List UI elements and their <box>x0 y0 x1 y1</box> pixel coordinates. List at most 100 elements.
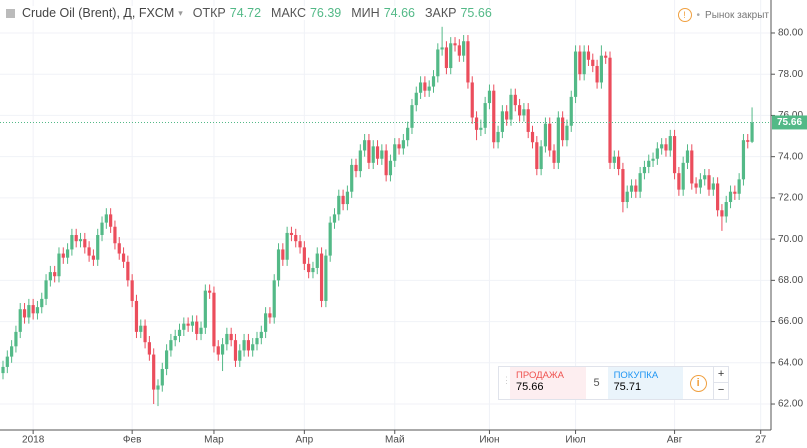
candle-body <box>449 43 453 69</box>
x-tick-label: 2018 <box>22 435 45 446</box>
candle-body <box>147 342 151 355</box>
candle-body <box>152 354 156 390</box>
candle-body <box>397 144 401 149</box>
warning-icon[interactable]: ! <box>677 8 692 22</box>
candle-body <box>565 125 569 141</box>
candle-body <box>61 253 65 258</box>
candle-body <box>139 325 143 332</box>
candle-body <box>367 140 371 163</box>
candle-body <box>332 214 337 223</box>
candle-body <box>526 109 530 132</box>
symbol-icon <box>6 8 15 18</box>
candle-body <box>543 123 548 147</box>
candle-body <box>474 117 479 130</box>
x-tick-label: 27 <box>755 435 767 446</box>
buy-button[interactable]: ПОКУПКА 75.71 <box>607 367 684 399</box>
candle-body <box>750 122 754 142</box>
candle-body <box>354 164 358 172</box>
buy-price: 75.71 <box>613 381 642 393</box>
candle-body <box>18 309 22 332</box>
candle-body <box>746 140 750 142</box>
candle-body <box>255 338 259 345</box>
candle-body <box>276 249 281 281</box>
candle-body <box>617 156 621 170</box>
candle-body <box>642 166 647 174</box>
info-button[interactable]: i <box>683 367 713 399</box>
close-label: ЗАКР <box>424 6 457 20</box>
candle-body <box>315 253 319 268</box>
grip[interactable]: ⋮⋮ <box>499 367 520 399</box>
candle-body <box>212 292 216 347</box>
candle-body <box>479 127 483 130</box>
candle-body <box>44 280 48 299</box>
candle-body <box>647 160 651 167</box>
candle-body <box>410 105 414 128</box>
candle-body <box>655 148 659 159</box>
trade-panel: ⋮⋮ ПРОДАЖА 75.66 5 ПОКУПКА 75.71 i + − <box>498 366 729 400</box>
candle-body <box>380 150 384 159</box>
candle-body <box>629 185 634 192</box>
candle-body <box>70 234 74 250</box>
y-tick-label: 80.00 <box>778 28 803 39</box>
candle-body <box>604 55 608 58</box>
candle-body <box>216 346 220 355</box>
price-label: 75.66 <box>777 117 802 128</box>
symbol[interactable]: Crude Oil (Brent), Д, FXCM <box>22 6 175 20</box>
candle-body <box>259 331 263 339</box>
candle-body <box>302 247 306 264</box>
candle-body <box>651 158 655 161</box>
x-tick-label: Мар <box>204 435 224 446</box>
candle-body <box>113 226 117 244</box>
candle-body <box>345 191 350 205</box>
candle-body <box>681 162 685 190</box>
candle-body <box>281 249 285 260</box>
minus-button[interactable]: − <box>714 382 728 398</box>
plus-button[interactable]: + <box>717 368 725 380</box>
candle-body <box>612 156 616 163</box>
candle-body <box>289 232 294 235</box>
y-tick-label: 66.00 <box>778 316 803 327</box>
candle-body <box>298 241 302 248</box>
candle-body <box>104 214 108 223</box>
candle-body <box>65 249 70 258</box>
plus-minus: + − <box>713 367 728 399</box>
candle-body <box>505 111 509 120</box>
sell-label: ПРОДАЖА <box>516 370 565 381</box>
candle-body <box>225 333 229 345</box>
candle-body <box>414 92 418 106</box>
candle-body <box>78 239 83 242</box>
candle-body <box>319 253 324 301</box>
candle-body <box>53 272 57 277</box>
sell-button[interactable]: ПРОДАЖА 75.66 <box>510 367 586 399</box>
close-value: 75.66 <box>460 6 492 20</box>
candle-body <box>401 140 405 149</box>
price-label-bg <box>772 115 807 130</box>
candle-body <box>621 169 625 203</box>
candle-body <box>22 309 27 318</box>
candle-body <box>186 323 190 326</box>
candle-body <box>698 179 703 188</box>
candle-body <box>264 313 268 332</box>
candle-body <box>690 150 694 184</box>
candle-body <box>388 160 393 176</box>
x-tick-label: Июл <box>565 435 585 446</box>
candle-body <box>173 336 177 341</box>
candle-body <box>238 350 242 361</box>
spread: 5 <box>593 377 600 389</box>
candle-body <box>169 340 173 351</box>
candle-body <box>121 253 126 262</box>
candle-body <box>492 90 496 143</box>
candle-body <box>625 191 629 203</box>
candle-body <box>91 255 96 260</box>
market-status: ! • Рынок закрыт <box>677 8 769 22</box>
candle-body <box>496 131 500 143</box>
status-dot: • <box>696 9 701 21</box>
dropdown-caret[interactable]: ▾ <box>178 7 183 18</box>
candle-body <box>720 210 724 217</box>
candle-body <box>393 144 397 161</box>
candle-body <box>638 173 642 192</box>
candle-body <box>677 173 681 190</box>
candle-body <box>324 255 328 301</box>
low-value: 74.66 <box>383 6 415 20</box>
